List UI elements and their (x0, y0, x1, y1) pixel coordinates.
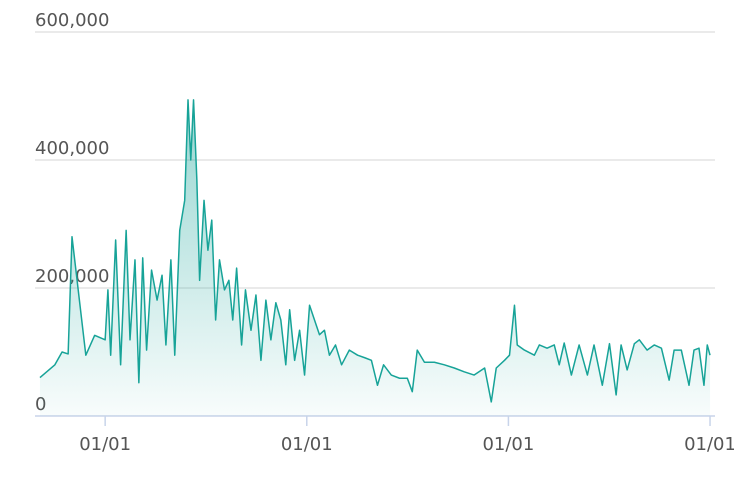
x-tick-label: 01/01 (79, 434, 131, 455)
x-tick-label: 01/01 (684, 434, 734, 455)
line (39, 99, 711, 403)
y-tick-label: 400,000 (35, 138, 109, 159)
x-tick-label: 01/01 (482, 434, 534, 455)
x-tick-label: 01/01 (281, 434, 333, 455)
area-fill (39, 99, 711, 416)
y-tick-label: 600,000 (35, 10, 109, 31)
